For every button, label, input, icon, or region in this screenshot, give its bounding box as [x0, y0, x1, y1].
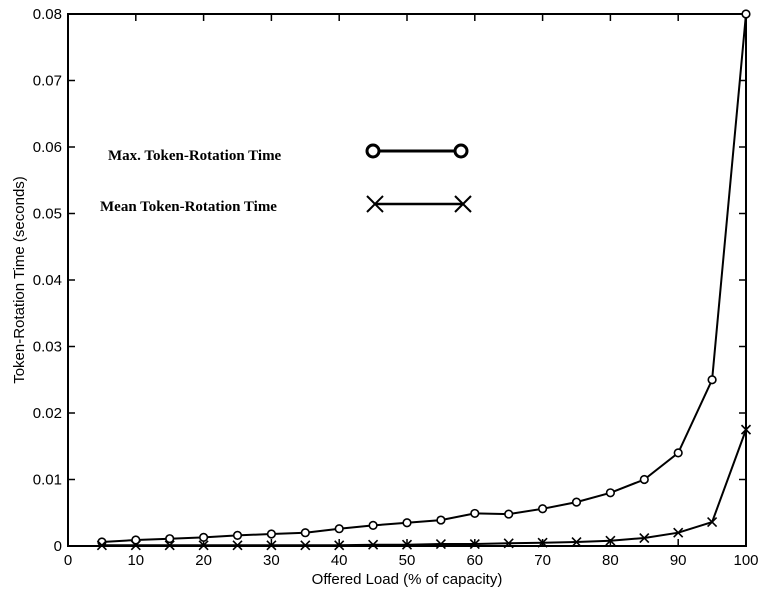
- mean-point: [198, 540, 209, 551]
- mean-point-stroke: [571, 536, 582, 548]
- mean-point-stroke: [96, 540, 107, 551]
- mean-point: [537, 537, 548, 548]
- max-point: [673, 448, 683, 458]
- mean-point-stroke: [503, 538, 514, 549]
- mean-point: [401, 539, 413, 550]
- tick-labels: 0 10 20 30 40 50 60 70 80 90 100 0 0.01 0.02 0.03 0.04 0…: [33, 6, 759, 569]
- y-tick-label: 0.08: [33, 6, 62, 23]
- max-point: [232, 530, 243, 540]
- legend-sample-mean-marker: [454, 195, 472, 213]
- legend-sample-mean-stroke: [454, 195, 472, 213]
- mean-point-stroke: [740, 424, 752, 435]
- x-tick-label: 40: [331, 552, 348, 569]
- max-point: [537, 504, 548, 514]
- mean-point: [130, 540, 141, 551]
- mean-point-stroke: [639, 532, 650, 544]
- x-tick-label: 80: [602, 552, 619, 569]
- max-point: [639, 474, 649, 485]
- max-point: [707, 375, 717, 385]
- mean-point: [740, 424, 752, 435]
- x-axis-label: Offered Load (% of capacity): [312, 571, 503, 588]
- mean-point-stroke: [368, 539, 379, 550]
- mean-point-stroke: [232, 540, 243, 551]
- max-point: [605, 488, 616, 498]
- x-tick-label: 100: [733, 552, 758, 569]
- mean-point-stroke: [198, 540, 209, 551]
- mean-point-stroke: [300, 540, 311, 551]
- mean-point: [300, 540, 311, 551]
- max-point: [300, 528, 310, 538]
- x-tick-label: 50: [399, 552, 416, 569]
- max-point: [199, 532, 209, 542]
- mean-point: [368, 539, 379, 550]
- mean-point-stroke: [707, 516, 718, 528]
- legend: Max. Token-Rotation Time Mean Token-Rota…: [100, 143, 472, 215]
- x-tick-label: 10: [127, 552, 144, 569]
- mean-point: [707, 516, 718, 528]
- mean-point: [164, 540, 175, 551]
- mean-point-stroke: [164, 540, 175, 551]
- mean-point: [639, 532, 650, 544]
- mean-point-stroke: [266, 540, 277, 551]
- mean-point-stroke: [673, 527, 684, 538]
- max-point: [402, 518, 412, 528]
- mean-point: [334, 540, 345, 551]
- y-tick-label: 0.02: [33, 405, 62, 422]
- x-tick-label: 0: [64, 552, 72, 569]
- legend-sample-mean-stroke: [366, 195, 384, 213]
- x-tick-label: 60: [466, 552, 483, 569]
- y-tick-label: 0.04: [33, 272, 62, 289]
- max-series-line: [101, 13, 747, 543]
- mean-point-stroke: [469, 538, 480, 550]
- max-point: [741, 9, 751, 19]
- mean-point-stroke: [401, 539, 413, 550]
- mean-point: [469, 538, 480, 550]
- axis-ticks: [67, 13, 747, 547]
- max-point: [334, 524, 344, 534]
- y-axis-label: Token-Rotation Time (seconds): [11, 176, 28, 384]
- legend-samples: [365, 143, 472, 213]
- mean-series-line: [101, 429, 747, 547]
- mean-point-stroke: [435, 538, 446, 550]
- y-tick-label: 0.05: [33, 206, 62, 223]
- mean-point-stroke: [537, 537, 548, 548]
- y-tick-label: 0: [54, 538, 62, 555]
- mean-point: [266, 540, 277, 551]
- max-point: [571, 497, 582, 507]
- max-point: [368, 520, 378, 530]
- plot-frame: [67, 13, 747, 547]
- x-tick-label: 70: [534, 552, 551, 569]
- legend-label-max: Max. Token-Rotation Time: [108, 148, 282, 164]
- max-point: [436, 515, 446, 525]
- x-tick-label: 30: [263, 552, 280, 569]
- mean-point: [232, 540, 243, 551]
- max-point: [470, 508, 480, 519]
- mean-point: [571, 536, 582, 548]
- y-tick-label: 0.01: [33, 472, 62, 489]
- max-point: [266, 529, 277, 539]
- legend-sample-max-marker: [453, 143, 469, 159]
- x-tick-label: 90: [670, 552, 687, 569]
- x-tick-label: 20: [195, 552, 212, 569]
- mean-point: [503, 538, 514, 549]
- max-point: [131, 535, 141, 545]
- mean-point-stroke: [334, 540, 345, 551]
- mean-point-stroke: [130, 540, 141, 551]
- mean-point: [435, 538, 446, 550]
- mean-point-stroke: [605, 535, 616, 546]
- mean-point: [96, 540, 107, 551]
- max-point: [165, 534, 175, 544]
- y-tick-label: 0.06: [33, 139, 62, 156]
- series-layer: [96, 9, 752, 551]
- y-tick-label: 0.03: [33, 339, 62, 356]
- legend-sample-mean-marker: [366, 195, 384, 213]
- legend-label-mean: Mean Token-Rotation Time: [100, 199, 277, 215]
- mean-point: [605, 535, 616, 546]
- y-tick-label: 0.07: [33, 73, 62, 90]
- legend-sample-max-marker: [365, 143, 381, 159]
- max-point: [504, 509, 514, 519]
- mean-point: [673, 527, 684, 538]
